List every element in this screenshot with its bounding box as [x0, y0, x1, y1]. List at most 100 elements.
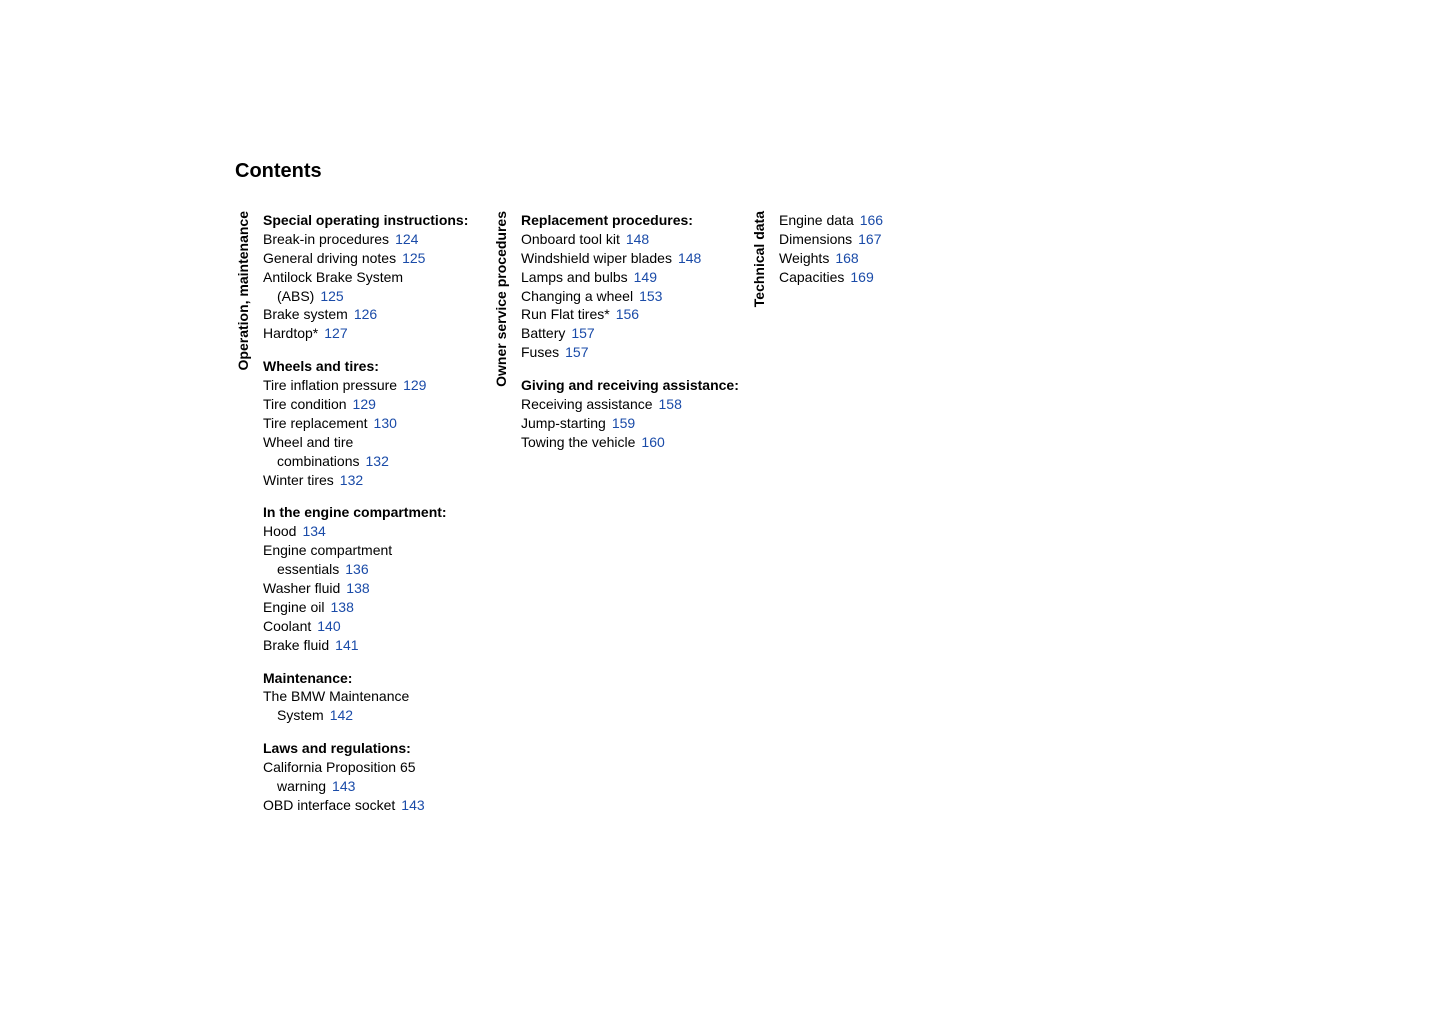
toc-entry[interactable]: Capacities169 [779, 268, 1009, 287]
toc-entry-continuation[interactable]: essentials136 [263, 560, 493, 579]
entry-page[interactable]: 143 [401, 797, 424, 813]
entry-page[interactable]: 156 [616, 306, 639, 322]
toc-entry[interactable]: Tire condition129 [263, 395, 493, 414]
page-title: Contents [235, 160, 1445, 183]
entry-page[interactable]: 158 [659, 396, 682, 412]
toc-entry[interactable]: Brake fluid 141 [263, 636, 493, 655]
entry-page[interactable]: 143 [332, 778, 355, 794]
column-1: Operation, maintenanceSpecial operating … [235, 211, 493, 829]
entry-text: warning [277, 778, 326, 794]
entry-page[interactable]: 142 [330, 707, 353, 723]
toc-entry[interactable]: Changing a wheel 153 [521, 287, 751, 306]
entry-text: California Proposition 65 [263, 759, 416, 775]
entry-text: Engine compartment [263, 542, 392, 558]
toc-entry[interactable]: Antilock Brake System [263, 268, 493, 287]
entry-page[interactable]: 138 [346, 580, 369, 596]
entry-text: Changing a wheel [521, 288, 633, 304]
toc-entry[interactable]: Battery157 [521, 324, 751, 343]
entry-page[interactable]: 125 [320, 288, 343, 304]
column-content: Replacement procedures:Onboard tool kit1… [521, 211, 751, 466]
toc-entry[interactable]: Washer fluid 138 [263, 579, 493, 598]
entry-page[interactable]: 127 [324, 325, 347, 341]
entry-page[interactable]: 134 [302, 523, 325, 539]
toc-entry-continuation[interactable]: (ABS)125 [263, 287, 493, 306]
toc-entry[interactable]: Fuses 157 [521, 343, 751, 362]
toc-entry[interactable]: Hood 134 [263, 522, 493, 541]
entry-page[interactable]: 157 [571, 325, 594, 341]
entry-page[interactable]: 126 [354, 306, 377, 322]
column-3: Technical dataEngine data166Dimensions16… [751, 211, 1009, 307]
toc-entry[interactable]: General driving notes125 [263, 249, 493, 268]
toc-entry[interactable]: Wheel and tire [263, 433, 493, 452]
toc-entry[interactable]: Weights168 [779, 249, 1009, 268]
toc-entry[interactable]: Brake system126 [263, 305, 493, 324]
toc-entry[interactable]: Towing the vehicle160 [521, 433, 751, 452]
entry-page[interactable]: 159 [612, 415, 635, 431]
entry-page[interactable]: 167 [858, 231, 881, 247]
entry-text: Hood [263, 523, 296, 539]
toc-entry[interactable]: Jump-starting 159 [521, 414, 751, 433]
entry-page[interactable]: 166 [860, 212, 883, 228]
entry-text: Engine oil [263, 599, 325, 615]
toc-entry-continuation[interactable]: combinations 132 [263, 452, 493, 471]
entry-page[interactable]: 168 [835, 250, 858, 266]
toc-entry[interactable]: Onboard tool kit148 [521, 230, 751, 249]
entry-page[interactable]: 169 [850, 269, 873, 285]
entry-page[interactable]: 129 [403, 377, 426, 393]
toc-entry[interactable]: Windshield wiper blades148 [521, 249, 751, 268]
entry-text: Washer fluid [263, 580, 340, 596]
entry-text: Fuses [521, 344, 559, 360]
toc-entry[interactable]: Coolant140 [263, 617, 493, 636]
toc-section: In the engine compartment:Hood134Engine … [263, 503, 493, 654]
section-heading: Laws and regulations: [263, 739, 493, 758]
entry-page[interactable]: 130 [374, 415, 397, 431]
entry-page[interactable]: 136 [345, 561, 368, 577]
section-heading: Maintenance: [263, 669, 493, 688]
entry-page[interactable]: 149 [634, 269, 657, 285]
toc-entry[interactable]: Dimensions 167 [779, 230, 1009, 249]
toc-entry[interactable]: Receiving assistance 158 [521, 395, 751, 414]
toc-entry[interactable]: Tire replacement 130 [263, 414, 493, 433]
entry-text: Tire replacement [263, 415, 368, 431]
toc-entry[interactable]: Lamps and bulbs149 [521, 268, 751, 287]
entry-page[interactable]: 138 [331, 599, 354, 615]
toc-entry[interactable]: California Proposition 65 [263, 758, 493, 777]
toc-entry[interactable]: OBD interface socket143 [263, 796, 493, 815]
toc-section: Replacement procedures:Onboard tool kit1… [521, 211, 751, 362]
entry-page[interactable]: 132 [340, 472, 363, 488]
entry-page[interactable]: 129 [353, 396, 376, 412]
toc-entry[interactable]: Break-in procedures124 [263, 230, 493, 249]
toc-entry[interactable]: The BMW Maintenance [263, 687, 493, 706]
toc-entry-continuation[interactable]: System 142 [263, 706, 493, 725]
entry-page[interactable]: 148 [626, 231, 649, 247]
toc-entry-continuation[interactable]: warning 143 [263, 777, 493, 796]
entry-page[interactable]: 140 [317, 618, 340, 634]
entry-page[interactable]: 124 [395, 231, 418, 247]
entry-text: Dimensions [779, 231, 852, 247]
toc-entry[interactable]: Tire inflation pressure129 [263, 376, 493, 395]
toc-entry[interactable]: Engine oil 138 [263, 598, 493, 617]
toc-entry[interactable]: Engine compartment [263, 541, 493, 560]
entry-text: Antilock Brake System [263, 269, 403, 285]
toc-entry[interactable]: Engine data166 [779, 211, 1009, 230]
section-heading: Giving and receiving assistance: [521, 376, 751, 395]
entry-text: Brake fluid [263, 637, 329, 653]
entry-text: Receiving assistance [521, 396, 653, 412]
entry-page[interactable]: 148 [678, 250, 701, 266]
entry-page[interactable]: 141 [335, 637, 358, 653]
toc-section: Wheels and tires:Tire inflation pressure… [263, 357, 493, 489]
entry-text: The BMW Maintenance [263, 688, 409, 704]
section-heading: Wheels and tires: [263, 357, 493, 376]
toc-section: Giving and receiving assistance:Receivin… [521, 376, 751, 452]
toc-entry[interactable]: Hardtop*127 [263, 324, 493, 343]
entry-page[interactable]: 132 [366, 453, 389, 469]
entry-text: Jump-starting [521, 415, 606, 431]
entry-text: combinations [277, 453, 360, 469]
entry-page[interactable]: 157 [565, 344, 588, 360]
toc-entry[interactable]: Winter tires132 [263, 471, 493, 490]
entry-text: System [277, 707, 324, 723]
entry-page[interactable]: 160 [641, 434, 664, 450]
entry-page[interactable]: 125 [402, 250, 425, 266]
entry-page[interactable]: 153 [639, 288, 662, 304]
toc-entry[interactable]: Run Flat tires*156 [521, 305, 751, 324]
